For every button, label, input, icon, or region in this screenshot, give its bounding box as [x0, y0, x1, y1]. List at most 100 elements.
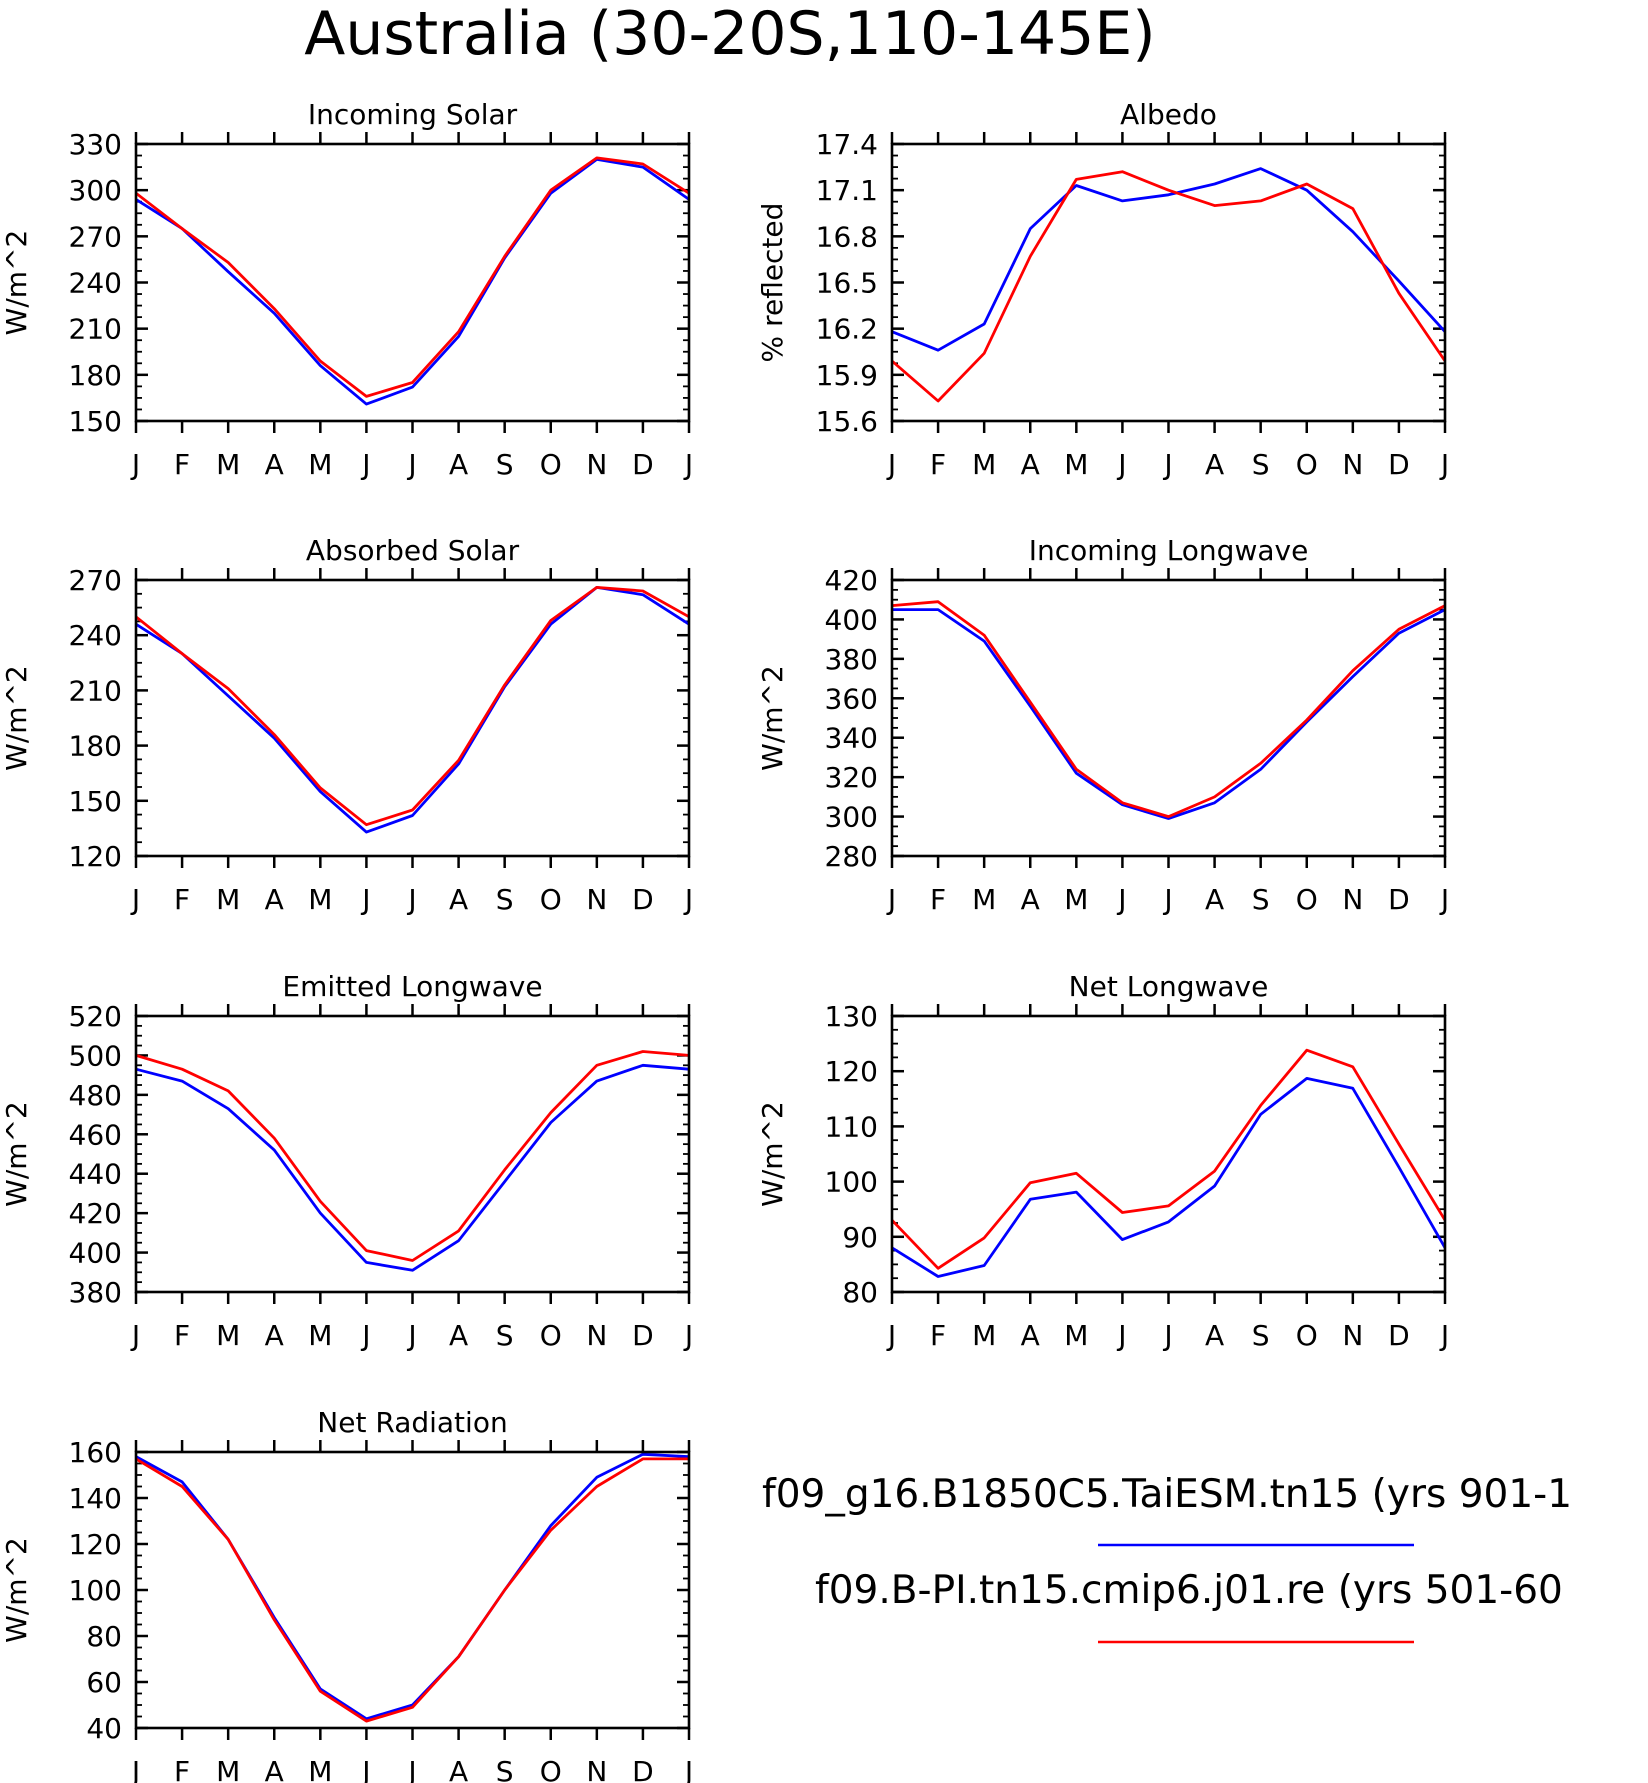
x-tick-label: S	[496, 1319, 514, 1352]
y-tick-label: 210	[69, 313, 122, 346]
panel-title: Albedo	[1120, 98, 1217, 131]
x-tick-label: J	[683, 1755, 693, 1783]
x-tick-label: N	[1342, 883, 1363, 916]
x-tick-label: J	[886, 883, 896, 916]
x-tick-label: A	[1021, 448, 1040, 481]
chart-panel-1: Incoming Solar W/m^2 150 180 210 240 270 300 330…	[0, 98, 693, 481]
y-tick-label: 40	[86, 1712, 122, 1745]
y-tick-label: 120	[69, 1528, 122, 1561]
x-tick-label: S	[1252, 448, 1270, 481]
x-tick-label: J	[130, 448, 140, 481]
series-line-blue	[135, 157, 690, 406]
x-tick-label: D	[1388, 883, 1410, 916]
y-tick-label: 360	[825, 682, 878, 715]
plot-frame	[134, 1450, 691, 1730]
y-tick-label: 500	[69, 1039, 122, 1072]
y-tick-label: 240	[69, 267, 122, 300]
x-tick-label: A	[265, 448, 284, 481]
x-tick-label: M	[216, 1319, 240, 1352]
x-tick-label: J	[406, 448, 416, 481]
x-tick-label: A	[449, 448, 468, 481]
x-tick-label: A	[1205, 883, 1224, 916]
chart-panel-5: Emitted Longwave W/m^2 380 400 420 440 460 480 5…	[0, 970, 693, 1352]
series-line-red	[135, 156, 690, 398]
series-line-red	[135, 1050, 690, 1262]
y-tick-label: 400	[69, 1237, 122, 1270]
x-tick-label: F	[174, 1755, 190, 1783]
x-tick-label: J	[683, 1319, 693, 1352]
y-tick-label: 120	[69, 840, 122, 873]
y-tick-label: 320	[825, 761, 878, 794]
x-tick-label: J	[130, 883, 140, 916]
x-tick-label: A	[1205, 1319, 1224, 1352]
x-tick-label: M	[308, 448, 332, 481]
y-tick-label: 60	[86, 1666, 122, 1699]
x-tick-label: N	[586, 1319, 607, 1352]
x-tick-label: S	[1252, 883, 1270, 916]
x-tick-label: J	[360, 883, 370, 916]
x-tick-label: J	[1439, 1319, 1449, 1352]
plot-frame	[134, 578, 691, 858]
x-tick-label: D	[632, 1319, 654, 1352]
x-tick-label: M	[1064, 1319, 1088, 1352]
plot-frame	[890, 578, 1447, 858]
y-tick-label: 300	[825, 801, 878, 834]
y-tick-label: 300	[69, 174, 122, 207]
x-tick-label: J	[406, 1755, 416, 1783]
y-tick-label: 240	[69, 619, 122, 652]
y-tick-label: 80	[86, 1620, 122, 1653]
y-tick-label: 110	[825, 1110, 878, 1143]
y-axis-label: W/m^2	[0, 1101, 33, 1207]
x-tick-label: N	[586, 1755, 607, 1783]
y-tick-label: 520	[69, 1000, 122, 1033]
x-tick-label: A	[449, 1319, 468, 1352]
y-tick-label: 460	[69, 1118, 122, 1151]
y-tick-label: 210	[69, 674, 122, 707]
x-tick-label: F	[174, 883, 190, 916]
x-tick-label: M	[1064, 883, 1088, 916]
x-tick-label: M	[216, 448, 240, 481]
x-tick-label: J	[683, 883, 693, 916]
y-tick-label: 380	[825, 643, 878, 676]
x-tick-label: F	[930, 883, 946, 916]
x-tick-label: M	[308, 1755, 332, 1783]
y-tick-label: 80	[842, 1276, 878, 1309]
x-tick-label: O	[540, 883, 562, 916]
x-tick-label: J	[886, 448, 896, 481]
y-tick-label: 130	[825, 1000, 878, 1033]
y-tick-label: 120	[825, 1055, 878, 1088]
y-tick-label: 15.6	[816, 405, 878, 438]
panel-title: Incoming Longwave	[1029, 534, 1309, 567]
x-tick-label: J	[1116, 1319, 1126, 1352]
y-axis-label: W/m^2	[756, 665, 789, 771]
x-tick-label: J	[1116, 883, 1126, 916]
panel-title: Net Longwave	[1069, 970, 1269, 1003]
x-tick-label: J	[360, 448, 370, 481]
x-tick-label: S	[496, 448, 514, 481]
x-tick-label: J	[406, 883, 416, 916]
x-tick-label: O	[540, 1755, 562, 1783]
x-tick-label: O	[1296, 883, 1318, 916]
x-tick-label: O	[1296, 1319, 1318, 1352]
x-tick-label: J	[130, 1319, 140, 1352]
series-line-blue	[892, 608, 1446, 820]
y-tick-label: 16.5	[816, 267, 878, 300]
y-tick-label: 150	[69, 785, 122, 818]
x-tick-label: D	[632, 448, 654, 481]
x-tick-label: A	[265, 1755, 284, 1783]
x-tick-label: A	[1205, 448, 1224, 481]
series-line-red	[890, 1048, 1447, 1270]
x-tick-label: S	[496, 883, 514, 916]
y-tick-label: 15.9	[816, 359, 878, 392]
y-tick-label: 160	[69, 1436, 122, 1469]
x-tick-label: N	[586, 448, 607, 481]
series-line-blue	[135, 586, 690, 834]
panel-title: Absorbed Solar	[306, 534, 520, 567]
legend-label-blue: f09_g16.B1850C5.TaiESM.tn15 (yrs 901-1	[762, 1472, 1573, 1517]
y-tick-label: 180	[69, 730, 122, 763]
x-tick-label: J	[1162, 883, 1172, 916]
x-tick-label: D	[632, 883, 654, 916]
x-tick-label: D	[1388, 448, 1410, 481]
x-tick-label: F	[174, 448, 190, 481]
